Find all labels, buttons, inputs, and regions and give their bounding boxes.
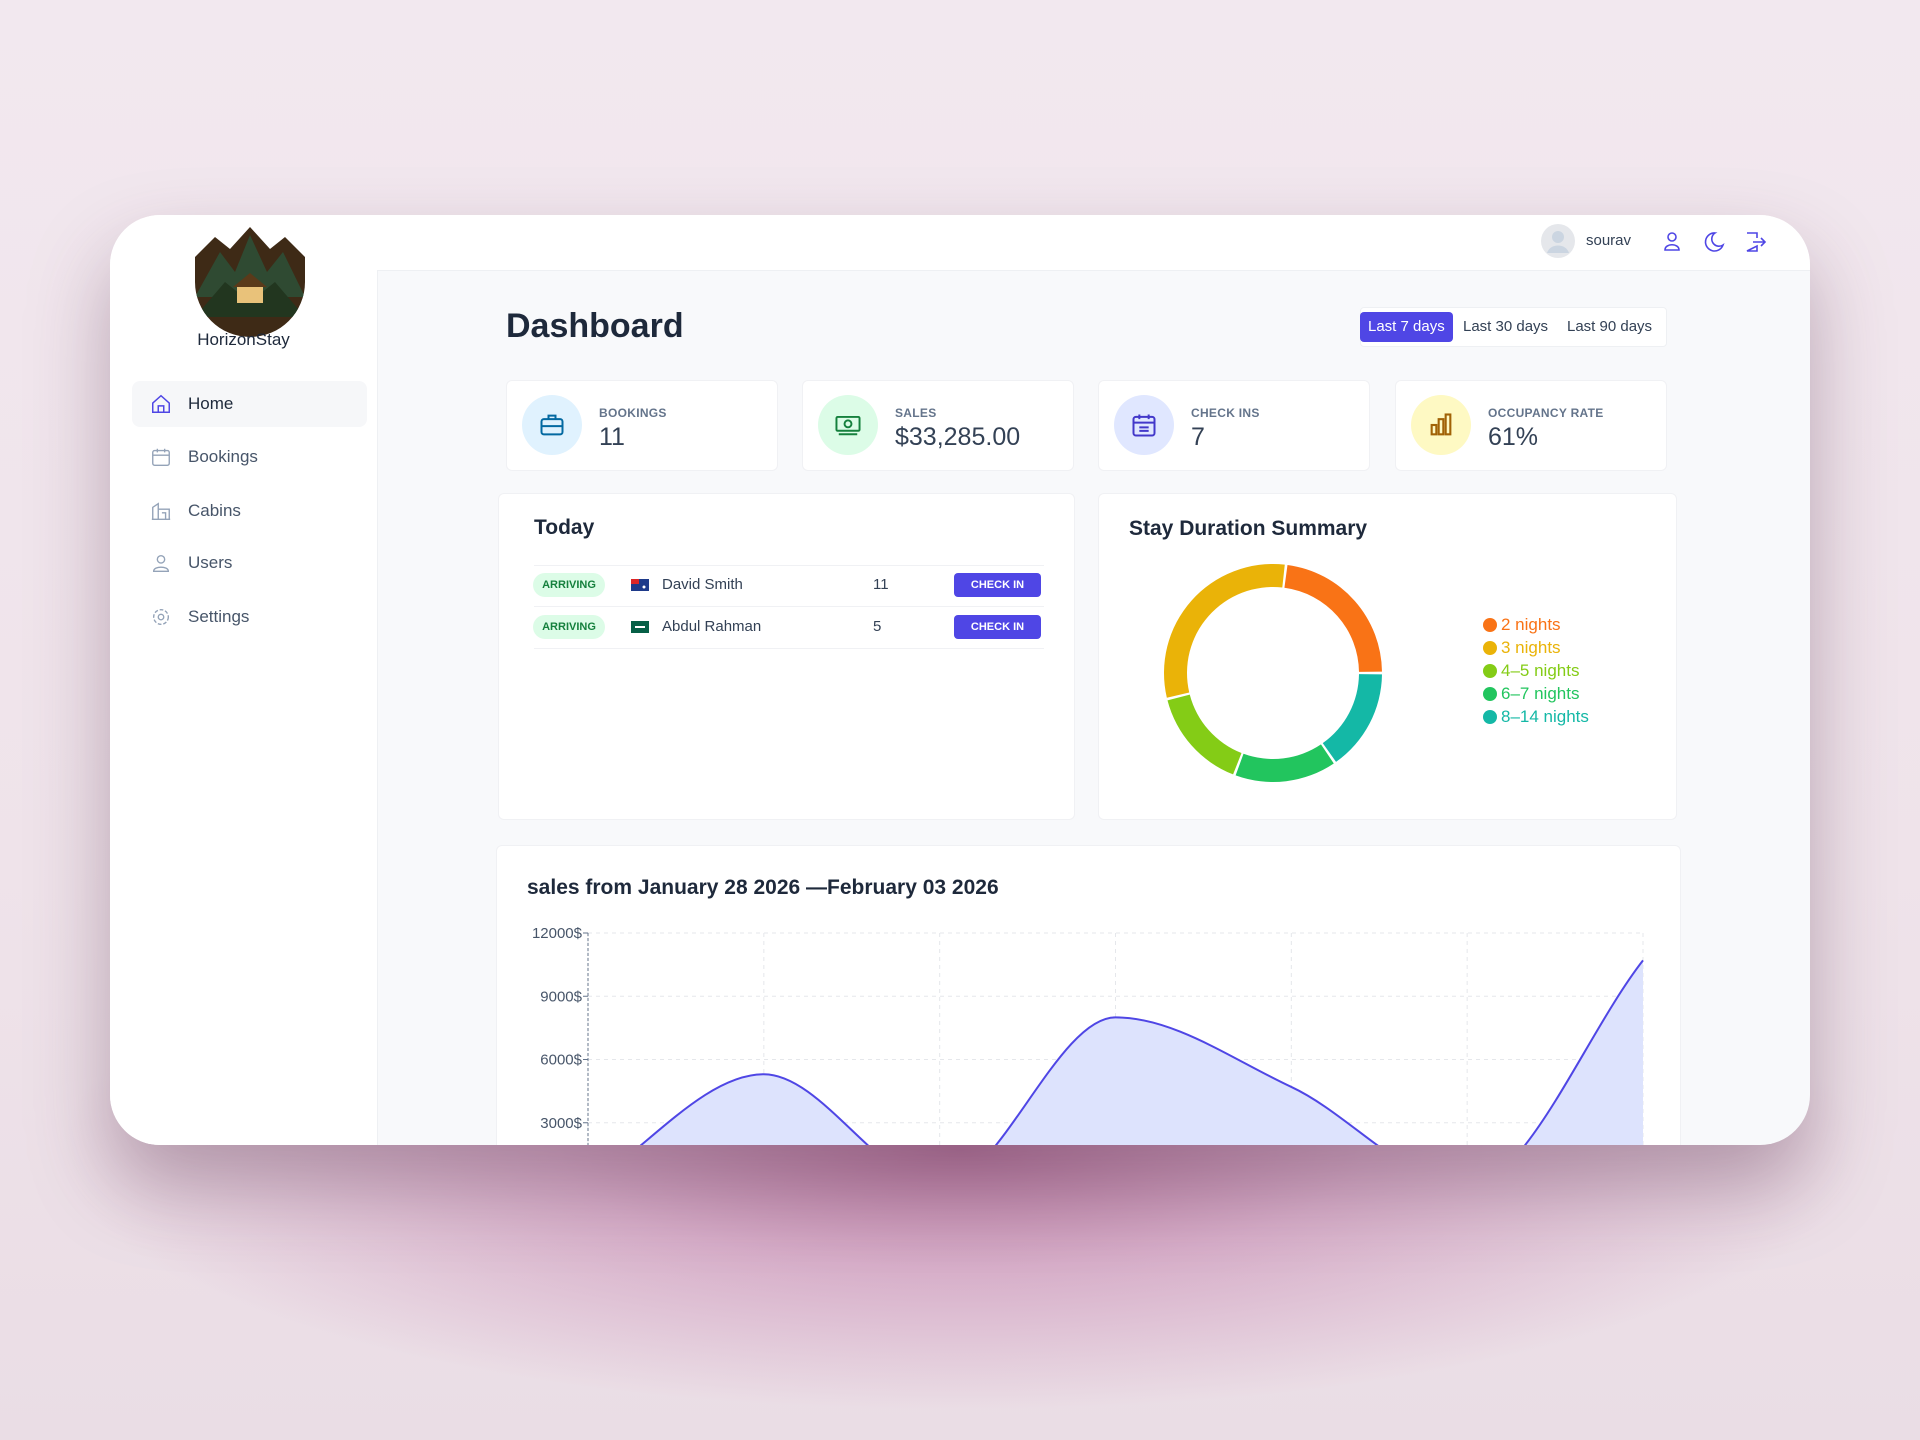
area	[641, 960, 1643, 1145]
y-tick-label: 6000$	[540, 1052, 582, 1069]
divider	[534, 606, 1044, 607]
nav-item[interactable]: Cabins	[132, 488, 367, 534]
nav-item[interactable]: Settings	[132, 594, 367, 640]
nights: 5	[873, 618, 882, 635]
check-in-button[interactable]: CHECK IN	[954, 573, 1041, 597]
nav-label: Cabins	[188, 501, 241, 520]
stat-card: CHECK INS 7	[1098, 380, 1370, 471]
legend-swatch	[1483, 664, 1497, 678]
legend-swatch	[1483, 618, 1497, 632]
stat-card: BOOKINGS 11	[506, 380, 778, 471]
card-title: sales from January 28 2026 —February 03 …	[527, 876, 999, 899]
filter-button[interactable]: Last 30 days	[1463, 318, 1549, 335]
donut-slice	[1235, 744, 1334, 782]
y-tick-label: 3000$	[540, 1115, 582, 1132]
page-title: Dashboard	[506, 307, 684, 345]
stat-card: SALES $33,285.00	[802, 380, 1074, 471]
header-icons[interactable]	[1661, 229, 1810, 255]
avatar	[1541, 224, 1575, 258]
donut-slice	[1322, 674, 1382, 762]
divider	[534, 565, 1044, 566]
filter-button[interactable]: Last 90 days	[1567, 318, 1653, 335]
y-tick-label: 9000$	[540, 988, 582, 1005]
guest-name: Abdul Rahman	[662, 618, 762, 635]
y-tick-label: 12000$	[532, 925, 583, 942]
stat-value: 11	[599, 423, 625, 451]
divider	[534, 648, 1044, 649]
nights: 11	[873, 576, 889, 593]
app-name: HorizonStay	[197, 330, 290, 349]
stat-card: OCCUPANCY RATE 61%	[1395, 380, 1667, 471]
nav-label: Settings	[188, 607, 250, 626]
legend-swatch	[1483, 687, 1497, 701]
status-badge: ARRIVING	[533, 573, 605, 597]
donut-slice	[1284, 564, 1382, 672]
legend-label: 2 nights	[1501, 615, 1561, 634]
status-badge: ARRIVING	[533, 615, 605, 639]
stat-label: OCCUPANCY RATE	[1488, 406, 1604, 420]
legend-item: 8–14 nights	[1483, 707, 1589, 727]
stat-value: $33,285.00	[895, 423, 1021, 451]
flag	[631, 579, 649, 591]
stat-label: BOOKINGS	[599, 406, 667, 420]
legend-item: 4–5 nights	[1483, 661, 1579, 681]
donut-chart	[1164, 564, 1382, 782]
nav-label: Home	[188, 394, 234, 413]
user-name: sourav	[1586, 232, 1632, 249]
nav-label: Bookings	[188, 447, 258, 466]
check-in-button[interactable]: CHECK IN	[954, 615, 1041, 639]
nav-item[interactable]: Bookings	[132, 434, 367, 480]
legend-label: 3 nights	[1501, 638, 1561, 657]
legend-swatch	[1483, 710, 1497, 724]
legend-item: 3 nights	[1483, 638, 1561, 658]
legend-item: 2 nights	[1483, 615, 1561, 635]
nav-item[interactable]: Users	[132, 540, 367, 586]
guest-name: David Smith	[662, 576, 743, 593]
nav-label: Users	[188, 553, 233, 572]
donut-slice	[1167, 694, 1242, 775]
stat-value: 7	[1191, 423, 1205, 451]
card-title: Stay Duration Summary	[1129, 517, 1368, 540]
nav-item[interactable]: Home	[132, 381, 367, 427]
top-bar: sourav	[377, 215, 1810, 271]
today-card	[498, 493, 1075, 820]
card-title: Today	[534, 516, 595, 539]
legend-label: 4–5 nights	[1501, 661, 1580, 680]
stat-label: CHECK INS	[1191, 406, 1260, 420]
duration-card	[1098, 493, 1677, 820]
app-window: HorizonStay Home Bookings Cabins Users S…	[110, 215, 1810, 1145]
stat-label: SALES	[895, 406, 937, 420]
legend-swatch	[1483, 641, 1497, 655]
logo	[195, 227, 305, 337]
legend-item: 6–7 nights	[1483, 684, 1579, 704]
flag	[631, 621, 649, 633]
legend-label: 6–7 nights	[1501, 684, 1580, 703]
sales-chart: 3000$ 6000$ 9000$ 12000$	[532, 925, 1644, 1145]
sidebar: HorizonStay Home Bookings Cabins Users S…	[110, 215, 378, 1145]
legend-label: 8–14 nights	[1501, 707, 1589, 726]
filter-button[interactable]: Last 7 days	[1360, 312, 1453, 342]
stat-value: 61%	[1488, 423, 1539, 451]
donut-slice	[1164, 564, 1285, 698]
line	[639, 959, 1644, 1145]
